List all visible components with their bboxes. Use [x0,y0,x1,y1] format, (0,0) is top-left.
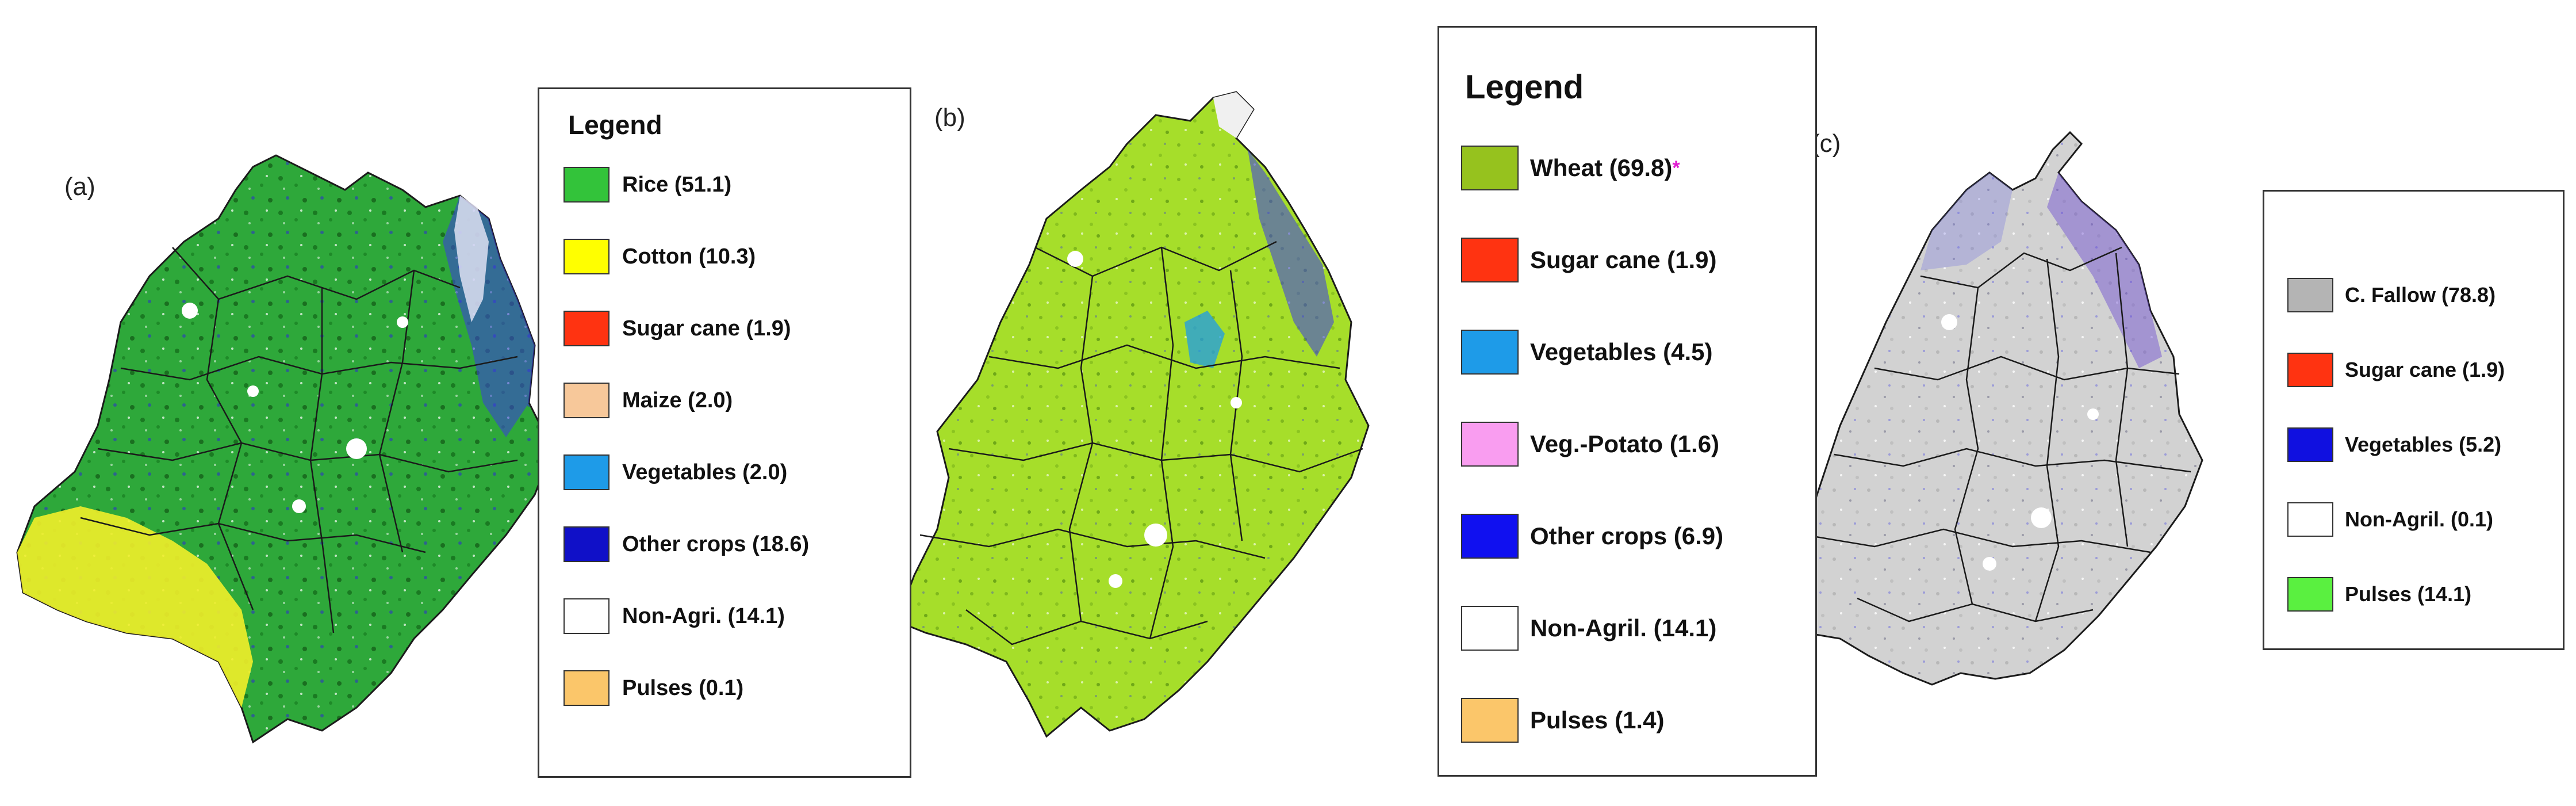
legend-c-item: Vegetables (5.2) [2287,427,2501,462]
legend-swatch [564,526,610,562]
legend-b: Legend Wheat (69.8) * Sugar cane (1.9) Vege… [1438,26,1817,777]
legend-a-item: Pulses (0.1) [564,670,743,706]
legend-label: Maize (2.0) [622,388,733,412]
legend-label: Non-Agri. (14.1) [622,603,785,628]
legend-swatch [2287,502,2333,537]
map-c [1776,131,2203,686]
legend-a-item: Other crops (18.6) [564,526,809,562]
legend-swatch [564,239,610,274]
panel-label-b: (b) [934,104,965,132]
legend-swatch [2287,278,2333,312]
legend-label: Other crops (6.9) [1530,522,1724,549]
legend-swatch [2287,577,2333,612]
map-b-urban-spots [1067,251,1242,588]
legend-label: Vegetables (2.0) [622,460,788,484]
legend-label: Sugar cane (1.9) [622,316,791,341]
legend-label: Sugar cane (1.9) [2345,358,2505,381]
legend-c-item: Sugar cane (1.9) [2287,353,2505,387]
legend-label: Wheat (69.8) [1530,154,1673,181]
legend-label: Vegetables (5.2) [2345,433,2502,456]
map-a-cotton-region [17,506,253,708]
legend-a-item: Non-Agri. (14.1) [564,598,785,634]
legend-a-item: Maize (2.0) [564,383,733,418]
legend-label: Pulses (1.4) [1530,706,1665,734]
legend-c-item: Non-Agril. (0.1) [2287,502,2493,537]
map-c-district-boundaries [1805,246,2191,622]
map-b-other-crops-strip [1248,150,1334,357]
legend-swatch [564,454,610,490]
legend-b-item: Non-Agril. (14.1) [1461,606,1716,651]
legend-b-item: Sugar cane (1.9) [1461,238,1716,282]
legend-a-item: Cotton (10.3) [564,239,756,274]
map-b-north-white [1213,92,1254,138]
panel-label-a: (a) [64,173,95,201]
legend-label: Cotton (10.3) [622,244,756,269]
map-b-outline [896,91,1370,738]
legend-a: Legend Rice (51.1) Cotton (10.3) Sugar can… [538,87,911,778]
legend-label: Non-Agril. (0.1) [2345,507,2493,531]
legend-label: Non-Agril. (14.1) [1530,614,1717,641]
map-c-urban-spots [1941,314,2099,571]
legend-swatch [564,670,610,706]
legend-label: Sugar cane (1.9) [1530,246,1717,273]
legend-b-item: Vegetables (4.5) [1461,330,1712,375]
legend-label: Veg.-Potato (1.6) [1530,430,1720,457]
legend-a-item: Vegetables (2.0) [564,454,787,490]
legend-c-item: Pulses (14.1) [2287,577,2471,612]
legend-swatch [2287,427,2333,462]
map-a-northeast-strip [454,196,489,322]
legend-marker: * [1672,156,1680,179]
legend-b-title: Legend [1465,68,1584,106]
legend-label: C. Fallow (78.8) [2345,283,2496,307]
legend-b-item: Veg.-Potato (1.6) [1461,422,1719,467]
legend-b-item: Wheat (69.8) * [1461,146,1680,190]
legend-swatch [564,598,610,634]
legend-swatch [1461,146,1519,190]
map-b-district-boundaries [919,240,1363,645]
legend-label: Rice (51.1) [622,172,732,197]
legend-label: Other crops (18.6) [622,532,810,556]
legend-swatch [2287,353,2333,387]
map-b-vegetables-patch [1184,311,1225,368]
legend-swatch [1461,698,1519,743]
legend-c-item: C. Fallow (78.8) [2287,278,2496,312]
legend-a-item: Sugar cane (1.9) [564,311,791,346]
map-a-urban-spots [182,303,408,513]
legend-swatch [1461,514,1519,559]
legend-swatch [564,311,610,346]
legend-label: Pulses (0.1) [622,675,744,700]
legend-swatch [1461,422,1519,467]
legend-label: Vegetables (4.5) [1530,338,1713,365]
map-a [16,154,553,744]
legend-c: C. Fallow (78.8) Sugar cane (1.9) Vegetabl… [2263,190,2564,650]
legend-swatch [564,167,610,203]
legend-b-item: Other crops (6.9) [1461,514,1723,559]
legend-swatch [1461,238,1519,282]
legend-swatch [564,383,610,418]
map-b [896,91,1370,738]
map-c-vegetables-strip [2047,173,2162,368]
legend-swatch [1461,330,1519,375]
legend-b-item: Pulses (1.4) [1461,698,1664,743]
map-a-district-boundaries [80,247,518,633]
legend-a-title: Legend [568,110,662,140]
legend-swatch [1461,606,1519,651]
map-c-north-vegetables [1920,173,2012,270]
legend-a-item: Rice (51.1) [564,167,731,203]
map-c-outline [1776,131,2203,686]
legend-label: Pulses (14.1) [2345,582,2472,606]
